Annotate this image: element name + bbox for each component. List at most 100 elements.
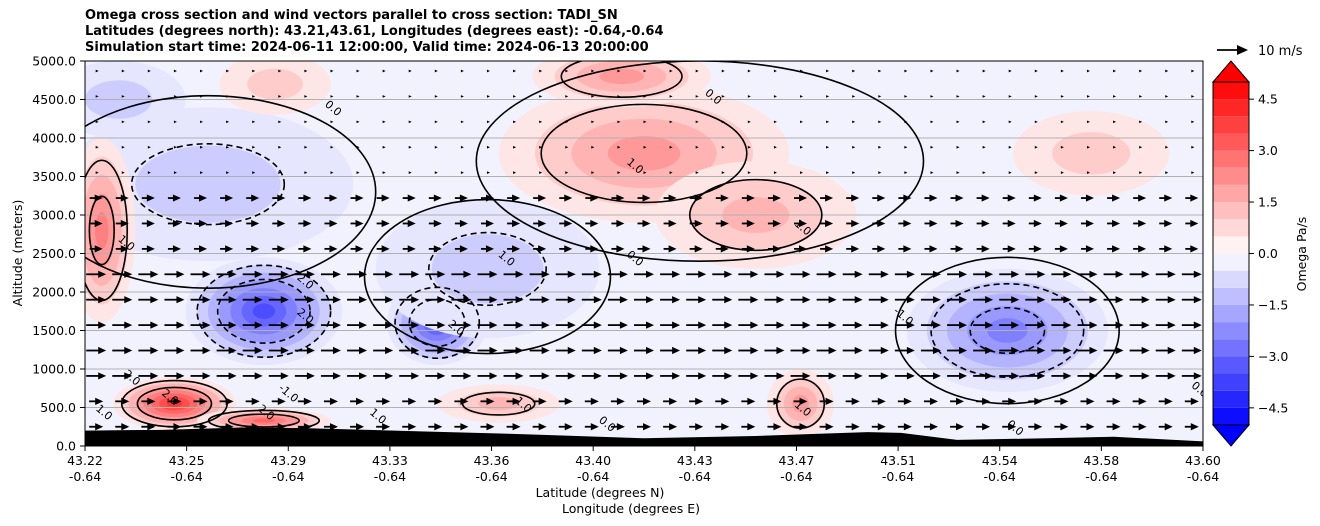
wind-vector	[584, 423, 599, 431]
wind-vector	[1159, 245, 1173, 253]
wind-vector	[434, 171, 438, 174]
wind-vector	[138, 296, 159, 304]
wind-vector	[1129, 321, 1150, 329]
wind-vector	[741, 194, 755, 202]
wind-vector	[924, 219, 938, 228]
zero-contour-2	[894, 256, 1120, 405]
wind-vector	[747, 69, 751, 73]
wind-vector	[1159, 194, 1173, 202]
wind-vector	[660, 321, 681, 329]
y-tick-label-3: 1500.0	[32, 323, 76, 338]
wind-vector	[190, 270, 211, 278]
x-tick-lat-0: 43.22	[67, 453, 103, 468]
wind-vector	[871, 397, 886, 405]
wind-vector	[454, 194, 468, 202]
wind-vector	[147, 145, 151, 149]
wind-vector	[1181, 296, 1202, 304]
wind-vector	[1034, 171, 1038, 174]
wind-vector	[121, 171, 125, 174]
wind-vector	[1086, 145, 1090, 149]
wind-vector	[1077, 321, 1098, 329]
wind-vector	[747, 120, 751, 124]
wind-vector	[532, 397, 547, 405]
contour-2-2	[969, 306, 1046, 355]
wind-vector	[216, 296, 237, 304]
wind-vector	[976, 397, 991, 405]
wind-vector	[897, 423, 912, 431]
contour-7-2	[136, 386, 213, 421]
wind-vector	[868, 321, 889, 329]
wind-vector	[930, 69, 934, 73]
wind-vector	[715, 397, 730, 405]
wind-vector	[278, 120, 282, 124]
omega-fill-4-1	[431, 234, 544, 304]
wind-vector	[878, 171, 882, 174]
wind-vector	[585, 194, 599, 202]
wind-vector	[565, 69, 569, 73]
grid-lines	[85, 61, 1203, 446]
wind-vector	[1008, 145, 1012, 149]
wind-vector	[425, 296, 446, 304]
wind-vector	[216, 321, 237, 329]
colorbar-band-1	[1213, 390, 1249, 408]
wind-vector	[200, 120, 204, 124]
wind-vector	[1025, 372, 1046, 380]
colorbar-tick-label-6: −4.5	[1258, 400, 1288, 415]
wind-vector	[529, 296, 550, 304]
wind-vector	[451, 321, 472, 329]
wind-vector	[533, 245, 547, 253]
wind-vector	[460, 171, 464, 174]
wind-vector	[715, 423, 730, 431]
wind-vector	[973, 346, 994, 355]
contour-9-1	[540, 103, 748, 204]
wind-vector	[845, 397, 860, 405]
wind-vector	[434, 69, 438, 73]
wind-vector	[220, 245, 234, 253]
wind-vector	[565, 120, 569, 124]
wind-vector	[507, 219, 521, 228]
wind-vector	[272, 194, 286, 202]
wind-vector	[712, 270, 733, 278]
wind-vector	[272, 245, 286, 253]
colorbar-extend-min	[1211, 424, 1251, 447]
wind-vector	[816, 372, 837, 380]
wind-vector	[1191, 69, 1195, 73]
wind-vector	[555, 372, 576, 380]
wind-vector	[973, 372, 994, 380]
wind-vector	[320, 270, 341, 278]
wind-vector	[164, 372, 185, 380]
wind-vector	[794, 245, 808, 253]
wind-vector	[200, 145, 204, 149]
wind-vector	[121, 69, 125, 73]
wind-vector	[138, 270, 159, 278]
wind-vector	[898, 194, 912, 202]
wind-vector	[721, 145, 725, 149]
wind-vector	[399, 372, 420, 380]
wind-vector	[252, 120, 256, 124]
wind-vector	[454, 245, 468, 253]
wind-vector	[1103, 321, 1124, 329]
wind-vector	[1181, 372, 1202, 380]
wind-vector	[1028, 194, 1042, 202]
wind-vector	[846, 194, 860, 202]
wind-vector	[226, 120, 230, 124]
wind-vector	[872, 245, 886, 253]
wind-vector	[669, 145, 673, 149]
omega-fill-8-5	[252, 418, 276, 423]
wind-vector	[451, 346, 472, 355]
wind-vector	[976, 245, 990, 253]
wind-vector	[956, 120, 960, 124]
wind-vector	[89, 397, 104, 405]
wind-vector	[1113, 69, 1117, 73]
wind-vector	[1034, 145, 1038, 149]
wind-vector	[356, 69, 360, 73]
wind-vector	[816, 270, 837, 278]
wind-vector	[271, 397, 286, 405]
wind-vector	[382, 120, 386, 124]
wind-vector	[956, 171, 960, 174]
wind-vector	[773, 69, 777, 73]
wind-vector	[826, 95, 830, 98]
wind-vector	[399, 321, 420, 329]
wind-vector	[715, 219, 729, 228]
wind-vector	[1159, 219, 1173, 228]
